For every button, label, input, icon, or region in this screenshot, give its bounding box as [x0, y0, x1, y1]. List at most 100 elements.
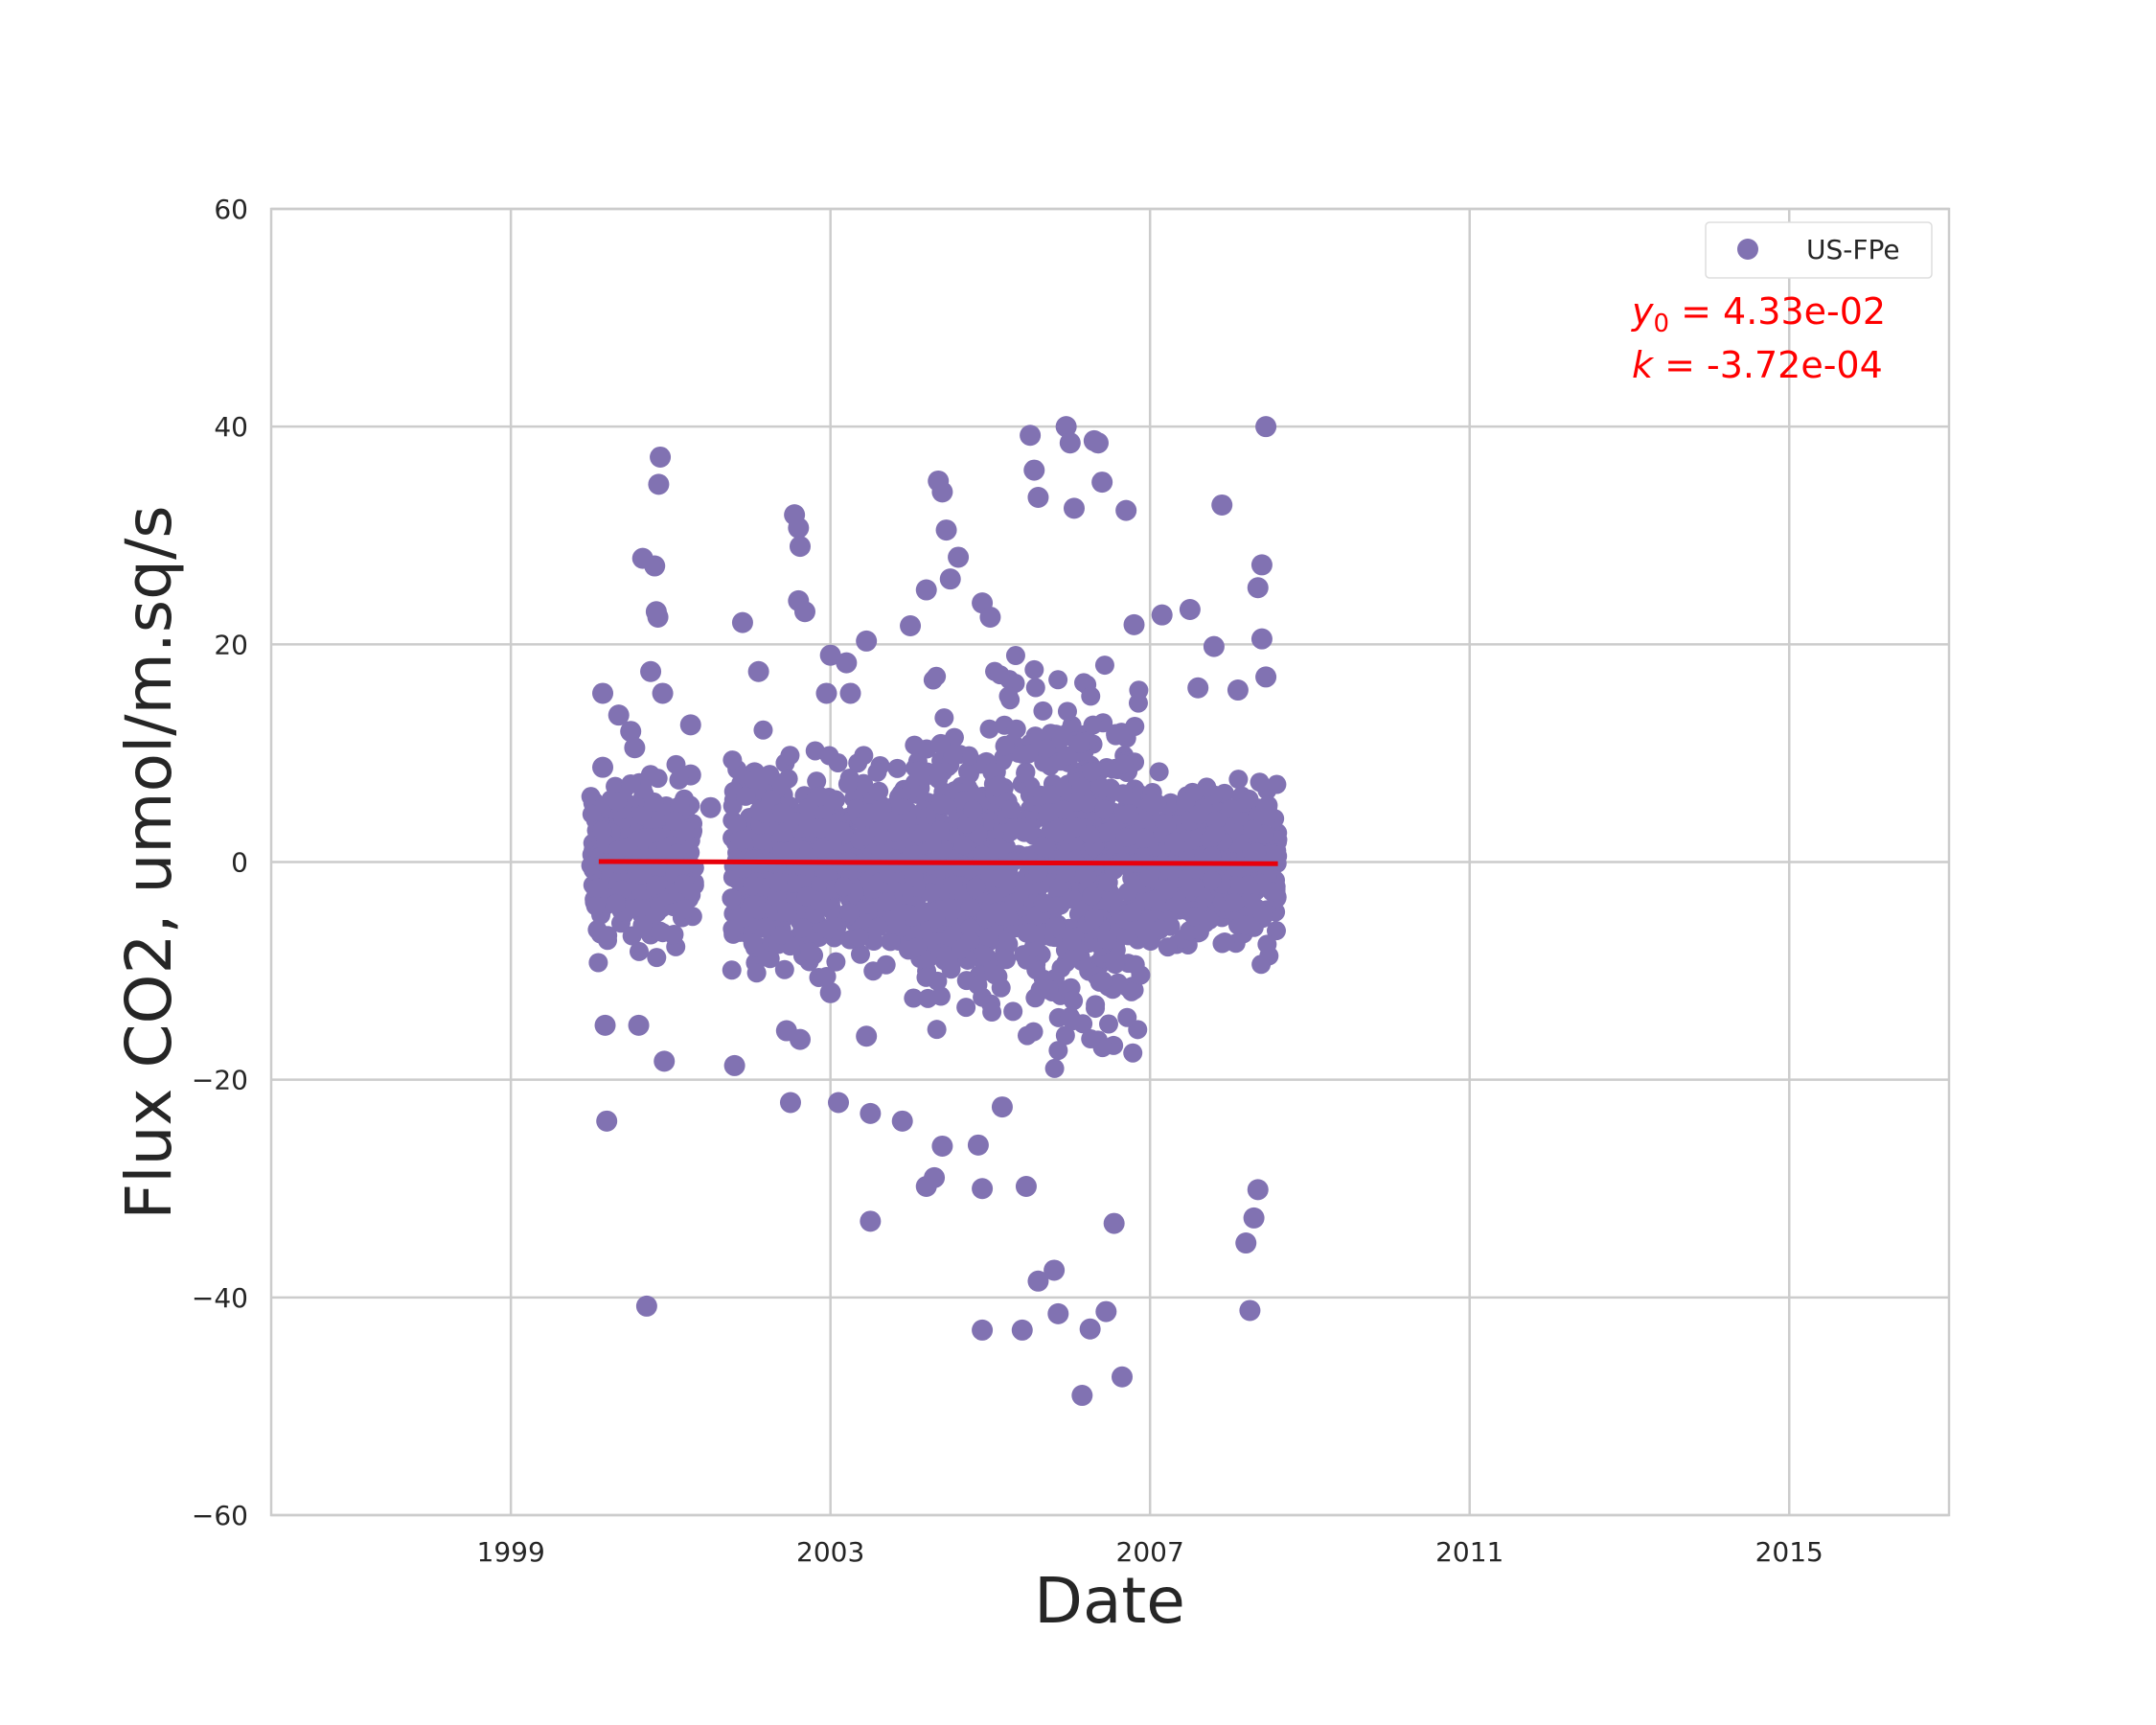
scatter-point [1041, 785, 1061, 805]
scatter-point [991, 1096, 1013, 1118]
scatter-point [753, 720, 773, 740]
regression-fit-line [598, 859, 1278, 866]
scatter-point [679, 714, 701, 736]
scatter-point [1094, 656, 1114, 676]
scatter-point [834, 877, 854, 897]
scatter-point [1112, 1366, 1134, 1388]
x-tick-label: 2003 [796, 1536, 864, 1568]
y-axis-ticks: 60 40 20 0 −20 −40 −60 [192, 194, 248, 1531]
scatter-point [1044, 1259, 1066, 1281]
scatter-point [1228, 770, 1249, 790]
scatter-point [1055, 416, 1077, 438]
scatter-point [1017, 1025, 1037, 1046]
x-tick-label: 1999 [477, 1536, 545, 1568]
scatter-point [1235, 915, 1255, 935]
scatter-point [816, 966, 837, 986]
k-symbol: k [1632, 344, 1655, 386]
y-axis-label: Flux CO2, umol/m.sq/s [112, 505, 186, 1219]
scatter-point [1123, 1043, 1143, 1063]
scatter-point [930, 794, 951, 815]
scatter-point [930, 734, 951, 754]
scatter-point [1189, 804, 1209, 824]
y-tick-label: 40 [214, 411, 248, 443]
scatter-point [876, 954, 896, 975]
scatter-point [745, 770, 766, 791]
scatter-point [1267, 774, 1287, 794]
scatter-point [1238, 875, 1258, 895]
scatter-point [1262, 844, 1282, 864]
scatter-point [1094, 799, 1114, 819]
scatter-point [1105, 954, 1125, 975]
scatter-point [1032, 836, 1052, 856]
scatter-point [849, 928, 869, 948]
scatter-point [1139, 868, 1159, 888]
scatter-point [1227, 679, 1249, 702]
scatter-point [943, 875, 963, 895]
scatter-point [899, 940, 919, 960]
scatter-point [581, 856, 601, 876]
scatter-point [771, 775, 791, 795]
scatter-point [887, 758, 907, 778]
x-axis-ticks: 1999 2003 2007 2011 2015 [477, 1536, 1823, 1568]
scatter-point [939, 568, 961, 590]
scatter-point [972, 1319, 994, 1341]
scatter-point [743, 876, 763, 896]
scatter-point [654, 1050, 676, 1072]
scatter-point [979, 928, 999, 948]
y-tick-label: −20 [192, 1065, 248, 1096]
scatter-point [1074, 863, 1094, 884]
scatter-point [596, 1110, 618, 1132]
scatter-point [1224, 893, 1244, 913]
scatter-point [1235, 1232, 1257, 1254]
scatter-point [646, 875, 666, 895]
scatter-point [1064, 991, 1084, 1011]
y-tick-label: 60 [214, 194, 248, 225]
scatter-point [931, 1135, 953, 1157]
scatter-point [990, 665, 1010, 685]
scatter-point [1055, 1025, 1075, 1046]
plot-frame [269, 207, 1951, 1517]
scatter-point [836, 652, 858, 674]
scatter-point [1036, 739, 1056, 759]
scatter-point [792, 918, 813, 938]
scatter-point [966, 877, 986, 897]
scatter-point [1015, 1175, 1037, 1197]
scatter-point [1252, 905, 1273, 925]
scatter-point [748, 801, 768, 821]
scatter-point [819, 746, 839, 766]
y-tick-label: −60 [192, 1500, 248, 1531]
scatter-point [1221, 799, 1241, 819]
scatter-point [761, 790, 781, 810]
scatter-point [871, 843, 891, 863]
scatter-point [700, 796, 722, 818]
scatter-point [618, 837, 638, 857]
scatter-point [1025, 678, 1045, 698]
scatter-point [959, 746, 979, 766]
scatter-point [1087, 432, 1109, 454]
scatter-point [868, 917, 888, 937]
scatter-point [856, 1025, 878, 1047]
scatter-point [736, 786, 756, 806]
scatter-point [793, 601, 815, 623]
scatter-point [1028, 862, 1048, 883]
scatter-point [1045, 916, 1066, 936]
scatter-point [1247, 577, 1269, 599]
scatter-point [1051, 958, 1071, 978]
scatter-point [1103, 1212, 1125, 1234]
legend-label: US-FPe [1806, 234, 1900, 265]
scatter-point [1023, 459, 1045, 481]
scatter-point [819, 981, 841, 1003]
scatter-point [789, 1028, 811, 1050]
scatter-point [1129, 680, 1149, 701]
scatter-point [798, 815, 818, 835]
scatter-point [632, 915, 653, 935]
scatter-point [782, 873, 802, 893]
scatter-point [1247, 842, 1267, 862]
scatter-point [935, 519, 957, 541]
y-tick-label: 20 [214, 629, 248, 660]
scatter-point [818, 919, 838, 939]
scatter-point [592, 756, 614, 778]
scatter-point [905, 735, 925, 755]
scatter-point [675, 899, 695, 919]
legend-marker [1737, 239, 1758, 260]
